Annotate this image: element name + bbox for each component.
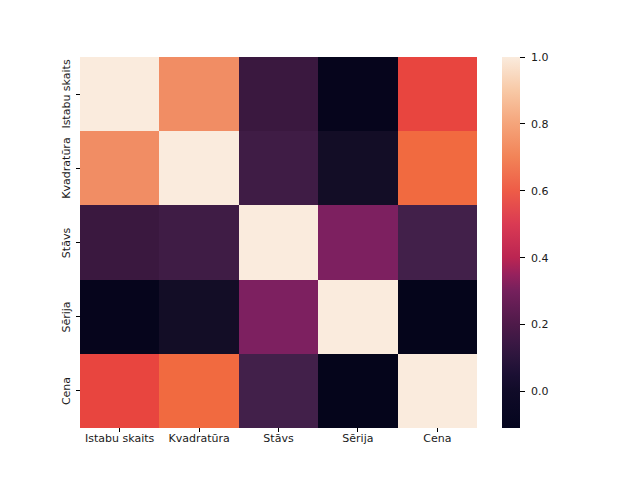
heatmap-cell-r4-c3 [318, 354, 397, 428]
heatmap-cell-r1-c1 [159, 131, 238, 205]
y-tick-mark [76, 94, 80, 95]
heatmap-cell-r1-c3 [318, 131, 397, 205]
y-tick-mark [76, 390, 80, 391]
correlation-heatmap-figure: Istabu skaits Kvadratūra Stāvs Sērija Cena I… [0, 0, 640, 480]
x-tick-label: Cena [423, 433, 451, 444]
heatmap-cell-r2-c2 [239, 205, 318, 279]
y-tick-mark [76, 168, 80, 169]
colorbar-tick-label: 0.4 [531, 252, 549, 263]
heatmap-cell-r4-c0 [80, 354, 159, 428]
x-tick-label: Istabu skaits [85, 433, 154, 444]
y-tick-label: Sērija [61, 301, 72, 332]
heatmap-cell-r2-c3 [318, 205, 397, 279]
x-tick-label: Stāvs [263, 433, 293, 444]
y-tick-label: Kvadratūra [61, 138, 72, 199]
heatmap-cell-r1-c4 [398, 131, 477, 205]
colorbar-tick-mark [520, 190, 525, 191]
heatmap-cell-r1-c0 [80, 131, 159, 205]
colorbar-tick-mark [520, 257, 525, 258]
heatmap-cell-r2-c4 [398, 205, 477, 279]
colorbar-tick-label: 1.0 [531, 52, 549, 63]
heatmap-grid [80, 57, 477, 428]
heatmap-cell-r3-c2 [239, 280, 318, 354]
heatmap-cell-r4-c2 [239, 354, 318, 428]
colorbar-tick-label: 0.8 [531, 118, 549, 129]
heatmap-cell-r0-c3 [318, 57, 397, 131]
heatmap-cell-r0-c0 [80, 57, 159, 131]
colorbar-tick-label: 0.6 [531, 185, 549, 196]
heatmap-cell-r0-c2 [239, 57, 318, 131]
colorbar-tick-mark [520, 324, 525, 325]
heatmap-cell-r2-c1 [159, 205, 238, 279]
x-tick-label: Sērija [342, 433, 373, 444]
y-tick-mark [76, 242, 80, 243]
heatmap-cell-r3-c1 [159, 280, 238, 354]
y-tick-label: Cena [61, 377, 72, 405]
heatmap-cell-r0-c1 [159, 57, 238, 131]
colorbar [502, 57, 520, 428]
heatmap-cell-r1-c2 [239, 131, 318, 205]
colorbar-tick-mark [520, 391, 525, 392]
heatmap-cell-r3-c0 [80, 280, 159, 354]
heatmap-cell-r4-c4 [398, 354, 477, 428]
y-tick-label: Istabu skaits [61, 59, 72, 128]
y-tick-label: Stāvs [61, 227, 72, 257]
heatmap-cell-r0-c4 [398, 57, 477, 131]
y-tick-mark [76, 316, 80, 317]
colorbar-tick-mark [520, 57, 525, 58]
heatmap-cell-r3-c4 [398, 280, 477, 354]
heatmap-cell-r3-c3 [318, 280, 397, 354]
x-tick-label: Kvadratūra [168, 433, 229, 444]
heatmap-cell-r4-c1 [159, 354, 238, 428]
colorbar-tick-label: 0.0 [531, 386, 549, 397]
heatmap-cell-r2-c0 [80, 205, 159, 279]
colorbar-tick-label: 0.2 [531, 319, 549, 330]
colorbar-tick-mark [520, 123, 525, 124]
